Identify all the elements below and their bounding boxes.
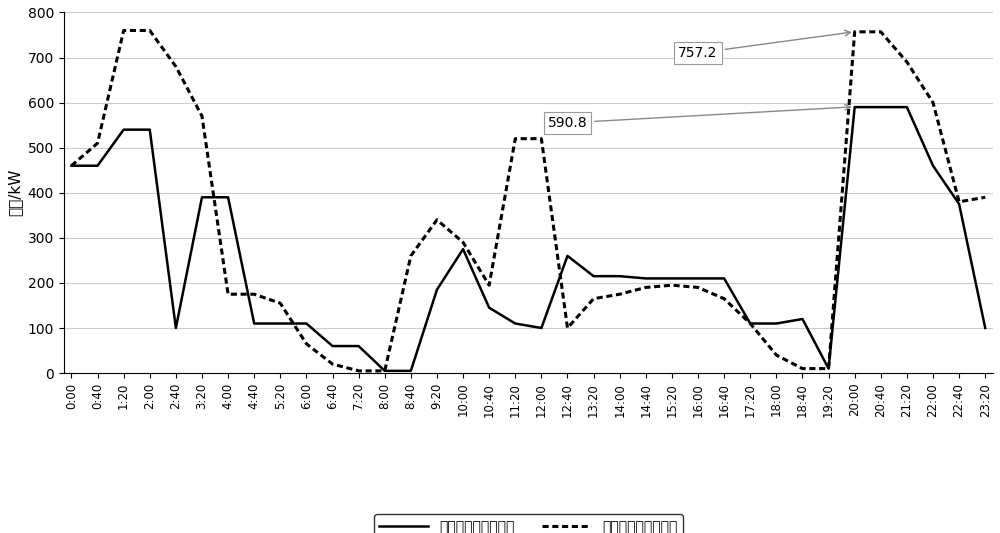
电动汽车负荷调节后 xyxy=(666,275,678,281)
电动汽车负荷调节前 xyxy=(875,29,887,35)
Line: 电动汽车负荷调节前: 电动汽车负荷调节前 xyxy=(71,30,985,371)
电动汽车负荷调节后 xyxy=(535,325,547,331)
电动汽车负荷调节前 xyxy=(614,291,626,297)
电动汽车负荷调节后 xyxy=(744,320,756,327)
电动汽车负荷调节后 xyxy=(118,126,130,133)
电动汽车负荷调节后 xyxy=(222,194,234,200)
电动汽车负荷调节后 xyxy=(379,368,391,374)
电动汽车负荷调节前 xyxy=(588,295,600,302)
电动汽车负荷调节后 xyxy=(65,163,77,169)
Legend: 电动汽车负荷调节后, 电动汽车负荷调节前: 电动汽车负荷调节后, 电动汽车负荷调节前 xyxy=(374,514,683,533)
Line: 电动汽车负荷调节后: 电动汽车负荷调节后 xyxy=(71,107,985,371)
电动汽车负荷调节后 xyxy=(431,287,443,293)
电动汽车负荷调节前 xyxy=(744,320,756,327)
电动汽车负荷调节前 xyxy=(170,63,182,70)
电动汽车负荷调节前 xyxy=(92,140,104,147)
电动汽车负荷调节后 xyxy=(561,253,573,259)
电动汽车负荷调节后 xyxy=(92,163,104,169)
电动汽车负荷调节前 xyxy=(379,368,391,374)
Text: 590.8: 590.8 xyxy=(548,104,850,130)
电动汽车负荷调节前 xyxy=(431,216,443,223)
Text: 757.2: 757.2 xyxy=(678,30,850,60)
电动汽车负荷调节前 xyxy=(300,341,312,347)
电动汽车负荷调节后 xyxy=(901,104,913,110)
电动汽车负荷调节后 xyxy=(509,320,521,327)
电动汽车负荷调节后 xyxy=(144,126,156,133)
电动汽车负荷调节后 xyxy=(796,316,808,322)
电动汽车负荷调节前 xyxy=(535,135,547,142)
电动汽车负荷调节前 xyxy=(979,194,991,200)
电动汽车负荷调节前 xyxy=(248,291,260,297)
电动汽车负荷调节前 xyxy=(509,135,521,142)
电动汽车负荷调节前 xyxy=(849,29,861,35)
电动汽车负荷调节前 xyxy=(796,366,808,372)
电动汽车负荷调节后 xyxy=(353,343,365,349)
电动汽车负荷调节后 xyxy=(770,320,782,327)
电动汽车负荷调节前 xyxy=(353,368,365,374)
电动汽车负荷调节前 xyxy=(953,199,965,205)
电动汽车负荷调节前 xyxy=(457,239,469,246)
电动汽车负荷调节前 xyxy=(823,366,835,372)
电动汽车负荷调节前 xyxy=(144,27,156,34)
电动汽车负荷调节前 xyxy=(483,282,495,288)
电动汽车负荷调节后 xyxy=(457,246,469,252)
电动汽车负荷调节前 xyxy=(196,113,208,119)
电动汽车负荷调节后 xyxy=(953,201,965,207)
电动汽车负荷调节前 xyxy=(274,300,286,306)
电动汽车负荷调节后 xyxy=(614,273,626,279)
电动汽车负荷调节后 xyxy=(405,368,417,374)
电动汽车负荷调节后 xyxy=(170,325,182,331)
电动汽车负荷调节前 xyxy=(65,163,77,169)
电动汽车负荷调节后 xyxy=(274,320,286,327)
电动汽车负荷调节后 xyxy=(483,304,495,311)
电动汽车负荷调节前 xyxy=(901,59,913,65)
电动汽车负荷调节前 xyxy=(118,27,130,34)
电动汽车负荷调节前 xyxy=(640,284,652,290)
电动汽车负荷调节前 xyxy=(327,361,339,367)
电动汽车负荷调节前 xyxy=(692,284,704,290)
电动汽车负荷调节后 xyxy=(640,275,652,281)
电动汽车负荷调节后 xyxy=(300,320,312,327)
电动汽车负荷调节前 xyxy=(927,100,939,106)
电动汽车负荷调节后 xyxy=(927,163,939,169)
Y-axis label: 功率/kW: 功率/kW xyxy=(7,169,22,216)
电动汽车负荷调节后 xyxy=(248,320,260,327)
电动汽车负荷调节前 xyxy=(405,253,417,259)
电动汽车负荷调节后 xyxy=(588,273,600,279)
电动汽车负荷调节后 xyxy=(849,104,861,110)
电动汽车负荷调节后 xyxy=(196,194,208,200)
电动汽车负荷调节前 xyxy=(561,325,573,331)
电动汽车负荷调节后 xyxy=(718,275,730,281)
电动汽车负荷调节后 xyxy=(979,325,991,331)
电动汽车负荷调节前 xyxy=(770,352,782,358)
电动汽车负荷调节后 xyxy=(823,366,835,372)
电动汽车负荷调节前 xyxy=(666,282,678,288)
电动汽车负荷调节前 xyxy=(718,295,730,302)
电动汽车负荷调节后 xyxy=(692,275,704,281)
电动汽车负荷调节后 xyxy=(327,343,339,349)
电动汽车负荷调节后 xyxy=(875,104,887,110)
电动汽车负荷调节前 xyxy=(222,291,234,297)
